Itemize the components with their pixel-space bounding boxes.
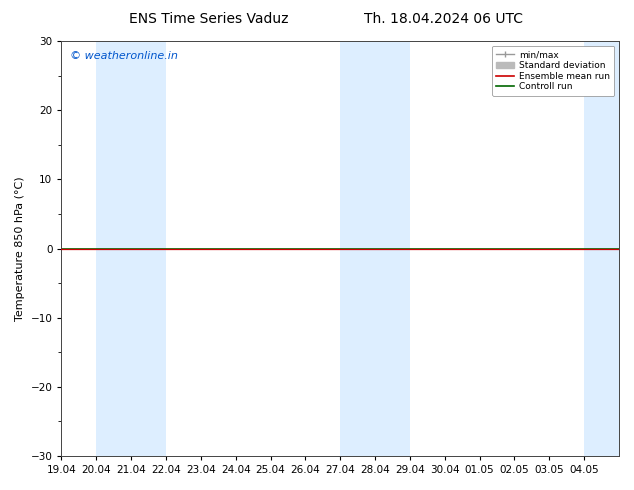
Y-axis label: Temperature 850 hPa (°C): Temperature 850 hPa (°C) [15, 176, 25, 321]
Text: © weatheronline.in: © weatheronline.in [70, 51, 178, 61]
Text: ENS Time Series Vaduz: ENS Time Series Vaduz [129, 12, 289, 26]
Bar [340, 41, 410, 456]
Bar [584, 41, 619, 456]
Bar [96, 41, 166, 456]
Text: Th. 18.04.2024 06 UTC: Th. 18.04.2024 06 UTC [365, 12, 523, 26]
Legend: min/max, Standard deviation, Ensemble mean run, Controll run: min/max, Standard deviation, Ensemble me… [492, 46, 614, 96]
